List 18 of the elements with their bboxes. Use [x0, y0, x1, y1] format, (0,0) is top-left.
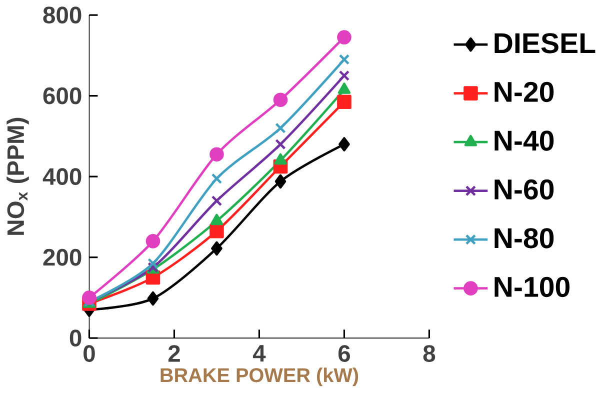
x-tick-label: 6: [338, 345, 350, 362]
y-tick-label: 0: [70, 330, 82, 347]
legend-label: N-40: [494, 130, 554, 151]
legend-label: N-100: [494, 276, 570, 298]
legend-label: N-20: [494, 82, 554, 102]
y-tick-label: 600: [43, 87, 82, 104]
y-tick-label: 800: [43, 6, 82, 24]
legend-label: N-80: [494, 228, 554, 248]
x-tick-label: 4: [252, 345, 266, 362]
y-axis-title: NO$_{x}$ (PPM): [6, 118, 29, 235]
x-tick-label: 8: [423, 345, 436, 362]
x-tick-label: 2: [168, 345, 180, 362]
y-tick-label: 400: [42, 168, 82, 186]
y-tick-label: 200: [43, 249, 82, 266]
x-axis-title: BRAKE POWER (kW): [160, 368, 358, 386]
legend-label: N-60: [494, 179, 554, 200]
x-tick-label: 0: [84, 345, 95, 362]
legend-label: DIESEL: [494, 33, 596, 54]
